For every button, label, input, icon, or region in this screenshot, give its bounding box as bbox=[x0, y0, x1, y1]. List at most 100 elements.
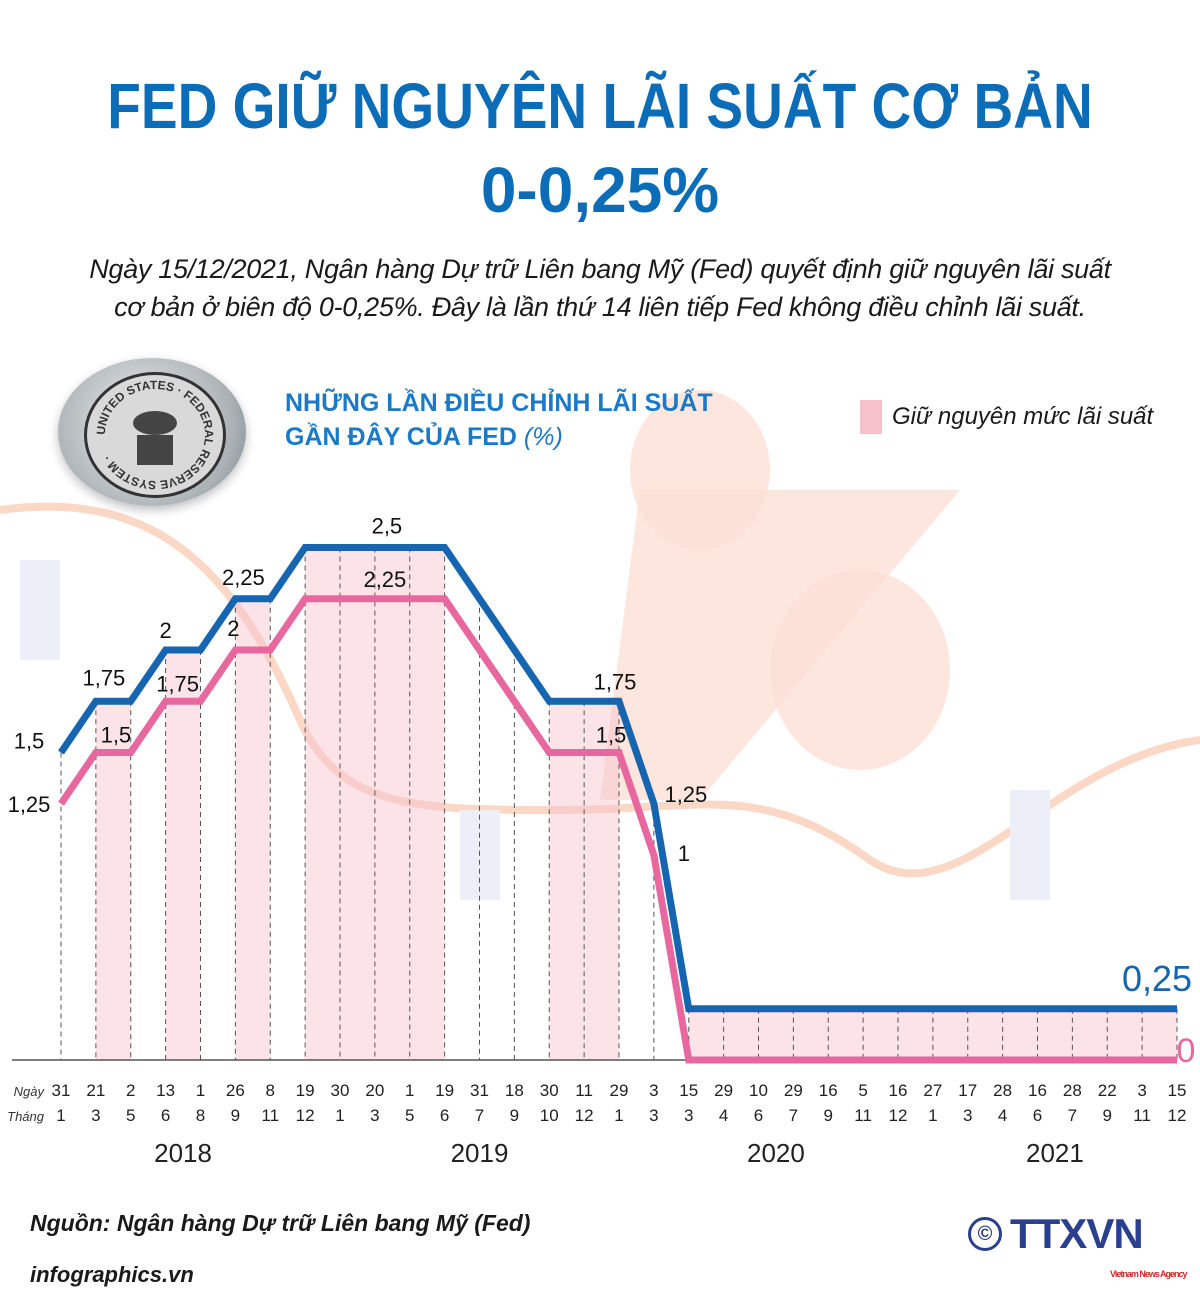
tick-label-month: 11 bbox=[261, 1106, 279, 1125]
tick-label-day: 30 bbox=[540, 1081, 559, 1100]
row-label-month: Tháng bbox=[7, 1109, 45, 1124]
tick-label-month: 7 bbox=[789, 1106, 798, 1125]
tick-label-month: 1 bbox=[928, 1106, 937, 1125]
rate-chart: 1,5 1,75 2 2,25 2,5 1,75 1,25 0,25 1,25 1,5 1,75 2 2… bbox=[7, 514, 1196, 1169]
tick-label-day: 11 bbox=[575, 1081, 593, 1100]
tick-label-month: 7 bbox=[475, 1106, 484, 1125]
tick-label-day: 31 bbox=[52, 1081, 71, 1100]
data-label: 1,25 bbox=[8, 792, 51, 817]
tick-label-day: 30 bbox=[331, 1081, 350, 1100]
data-label: 1,75 bbox=[594, 669, 637, 694]
data-label: 1,5 bbox=[596, 723, 627, 748]
tick-label-day: 8 bbox=[266, 1081, 275, 1100]
data-label: 2,25 bbox=[363, 567, 406, 592]
data-label: 2,25 bbox=[222, 565, 265, 590]
page-title-rate: 0-0,25% bbox=[480, 154, 720, 226]
tick-label-month: 3 bbox=[963, 1106, 972, 1125]
intro-line-1: Ngày 15/12/2021, Ngân hàng Dự trữ Liên b… bbox=[89, 254, 1111, 284]
tick-label-month: 3 bbox=[91, 1106, 100, 1125]
tick-label-day: 1 bbox=[405, 1081, 414, 1100]
tick-label-month: 3 bbox=[684, 1106, 693, 1125]
data-label: 1,5 bbox=[101, 723, 132, 748]
tick-label-day: 19 bbox=[296, 1081, 315, 1100]
tick-label-month: 12 bbox=[889, 1106, 908, 1125]
year-label: 2019 bbox=[451, 1138, 509, 1168]
chart-title-line-1: NHỮNG LẦN ĐIỀU CHỈNH LÃI SUẤT bbox=[285, 389, 713, 417]
tick-label-day: 16 bbox=[889, 1081, 908, 1100]
tick-label-month: 6 bbox=[754, 1106, 763, 1125]
copyright-icon: © bbox=[968, 1217, 1002, 1251]
tick-label-month: 12 bbox=[296, 1106, 315, 1125]
year-label: 2018 bbox=[154, 1138, 212, 1168]
data-label: 1,75 bbox=[82, 665, 125, 690]
data-label: 0 bbox=[1177, 1032, 1196, 1070]
tick-label-month: 6 bbox=[1033, 1106, 1042, 1125]
legend-label: Giữ nguyên mức lãi suất bbox=[892, 403, 1154, 430]
data-label: 1 bbox=[678, 841, 690, 866]
tick-label-day: 28 bbox=[1063, 1081, 1082, 1100]
tick-label-month: 12 bbox=[1168, 1106, 1187, 1125]
hold-period-band bbox=[688, 1008, 1177, 1060]
tick-label-day: 27 bbox=[923, 1081, 942, 1100]
tick-label-day: 3 bbox=[649, 1081, 658, 1100]
tick-label-day: 29 bbox=[784, 1081, 803, 1100]
tick-label-day: 2 bbox=[126, 1081, 135, 1100]
tick-label-day: 28 bbox=[993, 1081, 1012, 1100]
tick-label-day: 15 bbox=[679, 1081, 698, 1100]
background-decoration bbox=[0, 390, 1200, 900]
tick-label-month: 10 bbox=[540, 1106, 559, 1125]
hold-period-band bbox=[235, 598, 271, 1060]
logo-text: TTXVN bbox=[1010, 1210, 1144, 1257]
tick-label-day: 16 bbox=[819, 1081, 838, 1100]
tick-label-day: 26 bbox=[226, 1081, 245, 1100]
tick-label-month: 12 bbox=[575, 1106, 594, 1125]
tick-label-month: 5 bbox=[126, 1106, 135, 1125]
intro-text: Ngày 15/12/2021, Ngân hàng Dự trữ Liên b… bbox=[0, 250, 1200, 326]
tick-label-day: 13 bbox=[156, 1081, 175, 1100]
tick-label-day: 19 bbox=[435, 1081, 454, 1100]
year-label: 2021 bbox=[1026, 1138, 1084, 1168]
tick-label-day: 15 bbox=[1168, 1081, 1187, 1100]
intro-line-2: cơ bản ở biên độ 0-0,25%. Đây là lần thứ… bbox=[114, 292, 1086, 322]
chart-title-unit: (%) bbox=[523, 423, 563, 451]
site-name: infographics.vn bbox=[30, 1262, 194, 1287]
tick-label-month: 9 bbox=[1103, 1106, 1112, 1125]
tick-label-day: 10 bbox=[749, 1081, 768, 1100]
data-label: 2,5 bbox=[372, 514, 403, 539]
data-label: 1,75 bbox=[156, 671, 199, 696]
tick-label-day: 20 bbox=[365, 1081, 384, 1100]
tick-label-month: 1 bbox=[335, 1106, 344, 1125]
ttxvn-logo: © TTXVN Vietnam News Agency bbox=[968, 1213, 1188, 1279]
legend-swatch-hold bbox=[860, 400, 882, 434]
tick-label-day: 21 bbox=[86, 1081, 105, 1100]
tick-label-month: 6 bbox=[161, 1106, 170, 1125]
data-label: 2 bbox=[227, 616, 239, 641]
data-label: 2 bbox=[160, 618, 172, 643]
tick-label-day: 17 bbox=[958, 1081, 977, 1100]
tick-label-month: 9 bbox=[824, 1106, 833, 1125]
tick-label-month: 7 bbox=[1068, 1106, 1077, 1125]
chart-title: NHỮNG LẦN ĐIỀU CHỈNH LÃI SUẤT GẦN ĐÂY CỦ… bbox=[285, 386, 713, 454]
tick-label-day: 18 bbox=[505, 1081, 524, 1100]
row-label-day: Ngày bbox=[14, 1084, 46, 1099]
tick-label-day: 29 bbox=[714, 1081, 733, 1100]
tick-label-month: 11 bbox=[854, 1106, 872, 1125]
tick-label-day: 31 bbox=[470, 1081, 489, 1100]
tick-label-month: 4 bbox=[719, 1106, 728, 1125]
tick-label-month: 9 bbox=[510, 1106, 519, 1125]
tick-label-month: 1 bbox=[614, 1106, 623, 1125]
legend: Giữ nguyên mức lãi suất bbox=[860, 400, 1153, 434]
logo-subtitle: Vietnam News Agency bbox=[1110, 1269, 1188, 1279]
page-title: FED GIỮ NGUYÊN LÃI SUẤT CƠ BẢN bbox=[107, 70, 1093, 142]
tick-label-month: 8 bbox=[196, 1106, 205, 1125]
data-label: 1,5 bbox=[14, 729, 45, 754]
tick-label-day: 1 bbox=[196, 1081, 205, 1100]
tick-label-day: 5 bbox=[858, 1081, 867, 1100]
hold-period-band bbox=[165, 650, 201, 1060]
data-label: 1,25 bbox=[664, 782, 707, 807]
data-label: 0,25 bbox=[1122, 958, 1192, 999]
tick-label-month: 6 bbox=[440, 1106, 449, 1125]
year-label: 2020 bbox=[747, 1138, 805, 1168]
tick-label-month: 5 bbox=[405, 1106, 414, 1125]
federal-reserve-seal-logo: UNITED STATES · FEDERAL RESERVE SYSTEM · bbox=[58, 358, 246, 506]
